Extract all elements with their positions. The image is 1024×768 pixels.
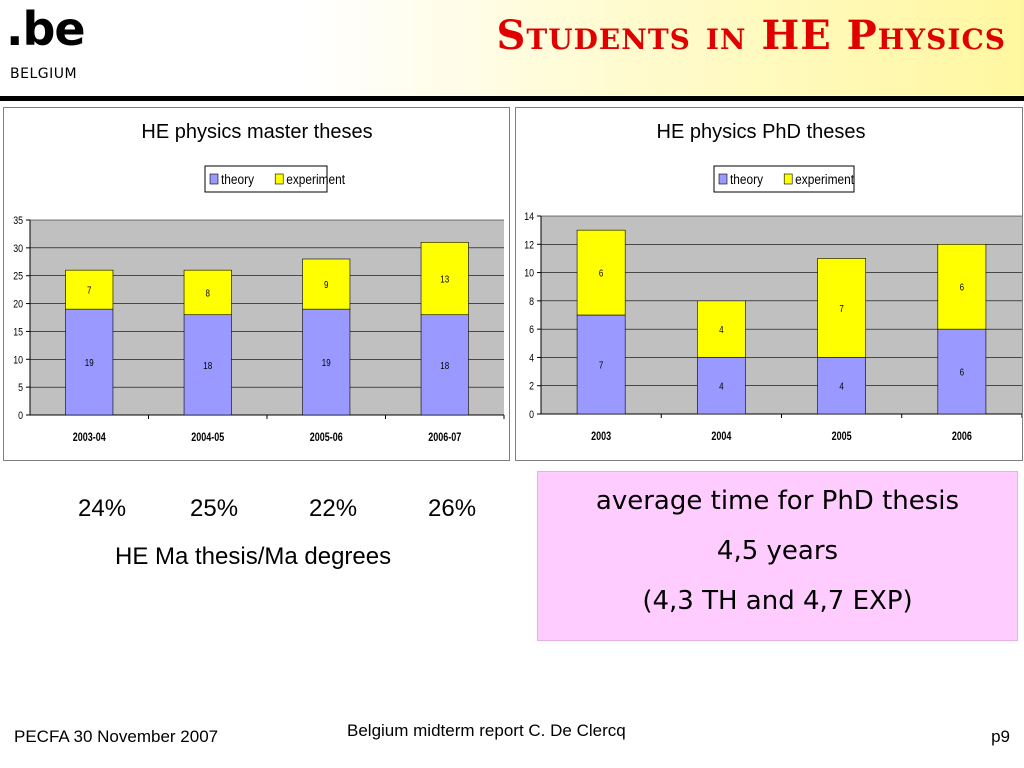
legend-box (713, 165, 855, 193)
y-tick-label: 15 (13, 327, 23, 339)
bar-experiment-2003 (576, 229, 626, 316)
y-tick-label: 0 (529, 409, 534, 421)
ratio-value-2003-04: 24% (78, 495, 127, 522)
legend-label-theory: theory (221, 171, 255, 187)
y-tick-label: 4 (529, 353, 534, 365)
bar-theory-2003-04 (65, 308, 114, 416)
y-tick-label: 35 (13, 215, 23, 227)
ratio-value-2004-05: 25% (190, 495, 239, 522)
data-label-experiment-2005: 7 (839, 303, 843, 314)
y-tick-label: 2 (529, 381, 534, 393)
bar-theory-2005 (817, 357, 866, 415)
info-line-1: average time for PhD thesis (595, 486, 960, 516)
x-tick-label: 2005-06 (310, 431, 343, 445)
bar-experiment-2003-04 (65, 269, 114, 310)
data-label-experiment-2005-06: 9 (324, 279, 328, 290)
bar-experiment-2004 (697, 300, 746, 358)
data-label-theory-2004: 4 (719, 381, 723, 392)
y-tick-label: 0 (18, 410, 23, 422)
data-label-theory-2004-05: 18 (203, 360, 212, 371)
bar-experiment-2005-06 (302, 258, 351, 310)
bar-experiment-2006-07 (420, 241, 469, 316)
legend-swatch-experiment (274, 173, 284, 185)
info-line-3: (4,3 TH and 4,7 EXP) (642, 586, 913, 616)
page-title: Students in HE Physics (496, 12, 1006, 59)
footer-page-number: p9 (991, 727, 1010, 746)
logo-country: BELGIUM (10, 66, 78, 82)
x-tick-label: 2004-05 (191, 431, 224, 445)
x-tick-label: 2005 (832, 430, 852, 444)
bar-theory-2005-06 (302, 308, 351, 416)
bar-theory-2003 (576, 314, 626, 415)
footer-report: Belgium midterm report C. De Clercq (347, 721, 626, 740)
legend-swatch-theory (209, 173, 219, 185)
y-tick-label: 10 (13, 354, 23, 366)
ratio-value-2006-07: 26% (428, 495, 477, 522)
bar-experiment-2004-05 (183, 269, 232, 316)
data-label-theory-2005: 4 (839, 381, 843, 392)
data-label-theory-2005-06: 19 (322, 357, 331, 368)
y-tick-label: 8 (529, 296, 534, 308)
legend-label-experiment: experiment (795, 171, 854, 187)
master-theses-chart-panel: HE physics master theses theory experiment… (3, 107, 510, 461)
phd-duration-box: average time for PhD thesis 4,5 years (4… (537, 471, 1018, 641)
ratio-value-2005-06: 22% (309, 495, 358, 522)
master-theses-chart: HE physics master theses theory experiment… (13, 121, 505, 445)
y-tick-label: 12 (524, 239, 534, 251)
y-tick-label: 25 (13, 271, 23, 283)
header-rule (0, 96, 1024, 101)
x-tick-label: 2006 (952, 430, 972, 444)
header-band (0, 0, 1024, 95)
data-label-experiment-2006: 6 (960, 282, 964, 293)
y-tick-label: 14 (524, 211, 534, 223)
x-tick-label: 2003 (591, 430, 611, 444)
data-label-experiment-2006-07: 13 (440, 274, 449, 285)
y-tick-label: 30 (13, 243, 23, 255)
chart-title: HE physics master theses (141, 121, 372, 143)
data-label-theory-2006: 6 (960, 367, 964, 378)
phd-theses-chart: HE physics PhD theses theory experiment 0 2 4… (524, 121, 1022, 444)
bar-theory-2004 (697, 357, 746, 415)
data-label-theory-2003-04: 19 (85, 357, 94, 368)
legend-swatch-theory (718, 173, 728, 185)
data-label-experiment-2003: 6 (599, 268, 603, 279)
footer-event: PECFA 30 November 2007 (14, 727, 219, 746)
legend-swatch-experiment (783, 173, 793, 185)
x-tick-label: 2003-04 (73, 431, 106, 445)
bar-experiment-2005 (817, 258, 866, 358)
data-label-theory-2006-07: 18 (440, 360, 449, 371)
legend-label-experiment: experiment (286, 171, 345, 187)
x-tick-label: 2004 (711, 430, 731, 444)
data-label-experiment-2004-05: 8 (206, 288, 210, 299)
x-tick-label: 2006-07 (428, 431, 461, 445)
belgium-logo: .be BELGIUM (6, 2, 88, 88)
legend-label-theory: theory (730, 171, 764, 187)
logo-main: .be (6, 2, 86, 56)
bar-theory-2006-07 (420, 314, 469, 416)
info-line-2: 4,5 years (716, 536, 839, 566)
ratio-caption: HE Ma thesis/Ma degrees (115, 543, 392, 570)
data-label-experiment-2003-04: 7 (87, 285, 91, 296)
y-tick-label: 6 (529, 324, 534, 336)
legend-box (204, 165, 328, 193)
phd-theses-chart-panel: HE physics PhD theses theory experiment 0 2 4… (515, 107, 1023, 461)
data-label-experiment-2004: 4 (719, 324, 723, 335)
y-tick-label: 20 (13, 299, 23, 311)
bar-experiment-2006 (937, 243, 987, 330)
y-tick-label: 10 (524, 268, 534, 280)
data-label-theory-2003: 7 (599, 360, 603, 371)
bar-theory-2004-05 (183, 314, 232, 416)
chart-title: HE physics PhD theses (657, 121, 866, 143)
y-tick-label: 5 (18, 382, 23, 394)
